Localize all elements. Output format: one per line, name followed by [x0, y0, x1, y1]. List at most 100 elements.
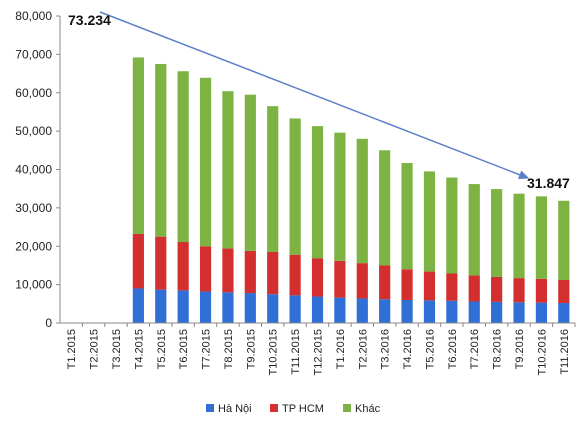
- legend-label-khac: Khác: [355, 403, 381, 415]
- bar-hanoi: [513, 302, 525, 323]
- bar-hanoi: [491, 301, 503, 323]
- x-tick-label: T12.2015: [313, 329, 325, 375]
- bar-khac: [311, 126, 324, 259]
- bar-khac: [558, 200, 570, 281]
- bar-hanoi: [401, 299, 413, 323]
- legend-label-hanoi: Hà Nội: [218, 403, 252, 415]
- x-tick-label: T11.2016: [559, 329, 571, 375]
- bar-hanoi: [155, 289, 167, 323]
- start-annotation: 73.234: [68, 12, 111, 28]
- bar-tphcm: [334, 260, 346, 298]
- y-tick-label: 30,000: [15, 201, 52, 215]
- bar-tphcm: [535, 278, 548, 303]
- bar-khac: [222, 91, 234, 249]
- x-tick-label: T3.2015: [111, 329, 123, 369]
- bar-tphcm: [491, 276, 503, 302]
- bar-khac: [379, 150, 391, 266]
- bar-tphcm: [513, 278, 525, 303]
- bar-tphcm: [468, 275, 480, 302]
- bar-khac: [199, 77, 212, 247]
- bar-tphcm: [267, 252, 279, 295]
- bar-hanoi: [535, 302, 548, 323]
- x-tick-label: T6.2015: [178, 329, 190, 369]
- x-tick-label: T4.2016: [402, 329, 414, 369]
- y-axis: 0 10,000 20,000 30,000 40,000 50,000 60,000 70,…: [15, 9, 60, 330]
- bar-khac: [267, 106, 279, 253]
- bar-khac: [423, 171, 436, 272]
- x-tick-label: T2.2015: [89, 329, 101, 369]
- x-tick-label: T4.2015: [133, 329, 145, 369]
- x-tick-label: T5.2016: [424, 329, 436, 369]
- bars: [132, 57, 570, 323]
- bar-hanoi: [177, 290, 189, 323]
- bar-hanoi: [423, 300, 436, 323]
- x-tick-label: T10.2015: [268, 329, 280, 375]
- bar-hanoi: [379, 299, 391, 323]
- bar-hanoi: [199, 291, 212, 323]
- bar-tphcm: [289, 254, 301, 296]
- x-axis: T1.2015 T2.2015 T3.2015 T4.2015 T5.2015 T6.20…: [66, 323, 576, 375]
- bar-khac: [401, 162, 413, 270]
- y-tick-label: 0: [45, 316, 52, 330]
- bar-tphcm: [244, 250, 256, 294]
- x-tick-label: T3.2016: [380, 329, 392, 369]
- x-tick-label: T1.2015: [66, 329, 78, 369]
- bar-tphcm: [199, 246, 212, 292]
- bar-khac: [334, 132, 346, 261]
- bar-hanoi: [267, 294, 279, 323]
- end-annotation: 31.847: [527, 175, 570, 191]
- bar-hanoi: [558, 303, 570, 323]
- bar-khac: [491, 189, 503, 277]
- x-tick-label: T2.2016: [357, 329, 369, 369]
- bar-hanoi: [244, 293, 256, 323]
- y-tick-label: 50,000: [15, 124, 52, 138]
- bar-khac: [535, 196, 548, 279]
- bar-khac: [446, 177, 458, 274]
- bar-tphcm: [356, 263, 368, 299]
- bar-khac: [513, 193, 525, 279]
- bar-khac: [244, 94, 256, 251]
- bar-khac: [177, 71, 189, 243]
- bar-hanoi: [289, 295, 301, 323]
- bar-tphcm: [222, 248, 234, 293]
- bar-hanoi: [468, 301, 480, 323]
- bar-tphcm: [558, 280, 570, 304]
- legend: Hà Nội TP HCM Khác: [206, 403, 381, 415]
- x-tick-label: T7.2015: [201, 329, 213, 369]
- bar-khac: [155, 63, 167, 237]
- legend-swatch-tphcm: [270, 404, 278, 412]
- bar-tphcm: [155, 236, 167, 290]
- legend-swatch-hanoi: [206, 404, 214, 412]
- bar-tphcm: [423, 271, 436, 301]
- x-tick-label: T5.2015: [156, 329, 168, 369]
- bar-hanoi: [132, 288, 144, 323]
- bar-khac: [356, 138, 368, 264]
- bar-hanoi: [446, 300, 458, 323]
- bar-tphcm: [177, 242, 189, 291]
- bar-tphcm: [132, 233, 144, 289]
- bar-tphcm: [401, 269, 413, 300]
- bar-tphcm: [379, 265, 391, 300]
- bar-tphcm: [446, 273, 458, 301]
- legend-label-tphcm: TP HCM: [282, 403, 324, 415]
- x-tick-label: T9.2015: [245, 329, 257, 369]
- bar-tphcm: [311, 258, 324, 297]
- y-tick-label: 20,000: [15, 239, 52, 253]
- bar-khac: [289, 118, 301, 255]
- bar-hanoi: [334, 297, 346, 323]
- y-tick-label: 80,000: [15, 9, 52, 23]
- x-tick-label: T10.2016: [536, 329, 548, 375]
- x-tick-label: T6.2016: [447, 329, 459, 369]
- x-tick-label: T7.2016: [469, 329, 481, 369]
- y-tick-label: 10,000: [15, 278, 52, 292]
- bar-hanoi: [222, 292, 234, 323]
- x-tick-label: T9.2016: [514, 329, 526, 369]
- trend-arrow: [99, 11, 530, 179]
- x-tick-label: T11.2015: [290, 329, 302, 375]
- bar-hanoi: [356, 298, 368, 323]
- y-tick-label: 60,000: [15, 86, 52, 100]
- bar-hanoi: [311, 296, 324, 323]
- bar-khac: [132, 57, 144, 234]
- x-tick-label: T8.2016: [492, 329, 504, 369]
